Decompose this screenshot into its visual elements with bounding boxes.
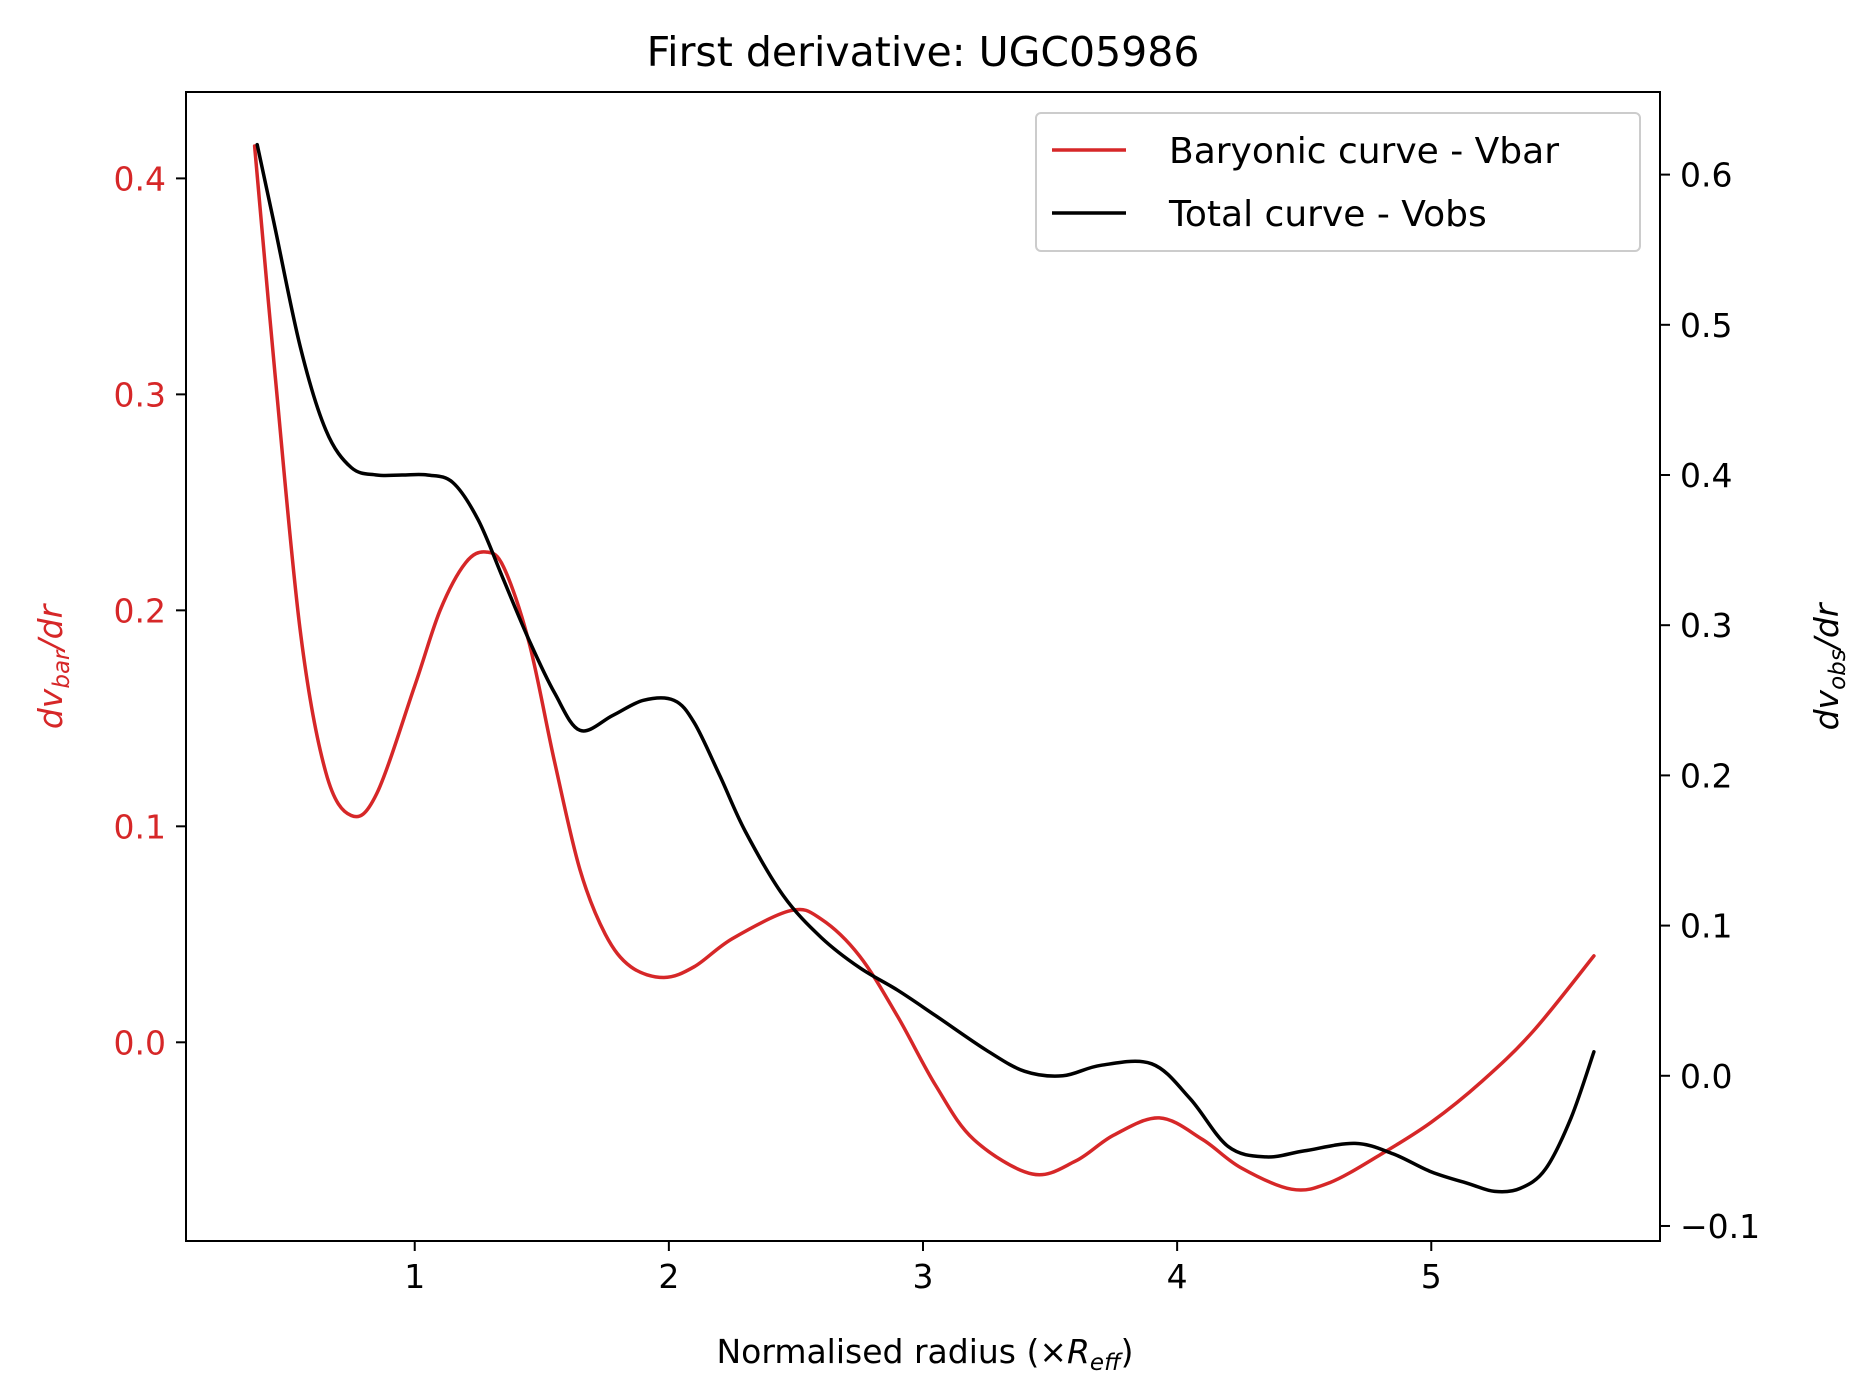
chart-title: First derivative: UGC05986	[647, 28, 1200, 76]
x-tick-label: 4	[1167, 1257, 1188, 1296]
x-tick-label: 1	[404, 1257, 425, 1296]
x-axis-label: Normalised radius (×Reff)	[716, 1332, 1133, 1376]
legend: Baryonic curve - Vbar Total curve - Vobs	[1035, 112, 1641, 252]
plot-lines	[252, 142, 1596, 1194]
x-axis-ticks: 1 2 3 4 5	[404, 1241, 1442, 1296]
right-tick-label: 0.4	[1680, 456, 1732, 495]
right-tick-label: 0.5	[1680, 306, 1732, 345]
left-tick-label: 0.0	[114, 1023, 166, 1062]
left-axis-ticks: 0.0 0.1 0.2 0.3 0.4	[114, 159, 186, 1062]
right-axis-ticks: −0.1 0.0 0.1 0.2 0.3 0.4 0.5 0.6	[1660, 156, 1760, 1246]
right-tick-label: −0.1	[1680, 1207, 1760, 1246]
right-tick-label: 0.1	[1680, 907, 1732, 946]
series-line-vbar	[252, 144, 1596, 1192]
x-tick-label: 3	[913, 1257, 934, 1296]
left-tick-label: 0.3	[114, 375, 166, 414]
legend-label-vobs: Total curve - Vobs	[1168, 194, 1487, 235]
left-tick-label: 0.4	[114, 159, 166, 198]
series-line-vobs	[255, 142, 1596, 1194]
legend-box	[1035, 112, 1641, 252]
right-tick-label: 0.3	[1680, 606, 1732, 645]
left-tick-label: 0.2	[114, 591, 166, 630]
x-tick-label: 5	[1421, 1257, 1442, 1296]
right-tick-label: 0.0	[1680, 1057, 1732, 1096]
legend-label-vbar: Baryonic curve - Vbar	[1169, 131, 1559, 172]
right-tick-label: 0.6	[1680, 156, 1732, 195]
left-axis-label: dvbar/dr	[31, 602, 75, 729]
left-tick-label: 0.1	[114, 807, 166, 846]
right-axis-label: dvobs/dr	[1807, 601, 1851, 730]
right-tick-label: 0.2	[1680, 756, 1732, 795]
x-tick-label: 2	[658, 1257, 679, 1296]
